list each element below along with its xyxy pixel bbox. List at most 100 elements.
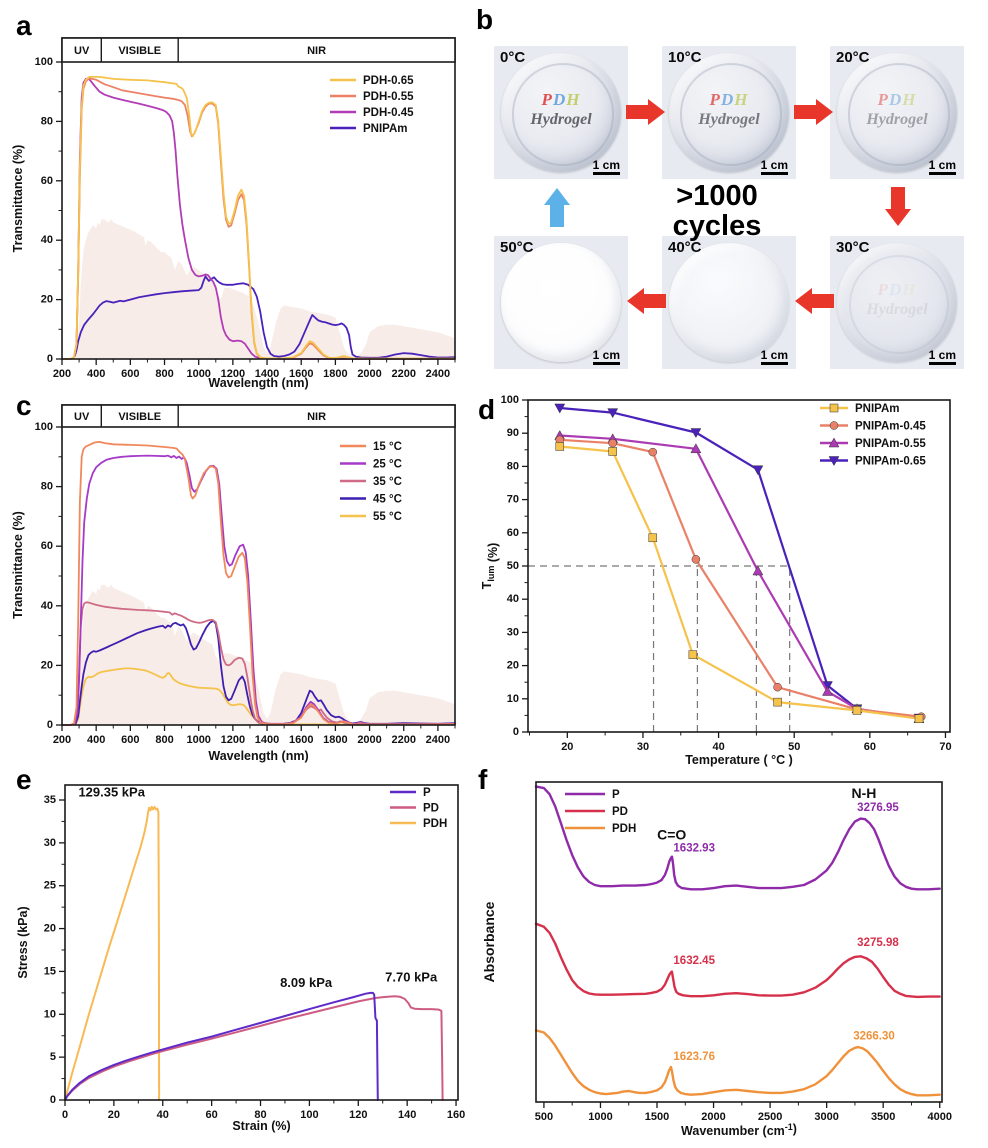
photo-temperature-label: 50°C	[500, 239, 534, 256]
svg-text:60: 60	[41, 175, 53, 187]
svg-text:2200: 2200	[391, 368, 415, 380]
svg-text:140: 140	[398, 1109, 416, 1121]
svg-text:800: 800	[155, 734, 173, 746]
svg-text:Temperature ( °C ): Temperature ( °C )	[685, 753, 793, 767]
svg-text:200: 200	[53, 368, 71, 380]
svg-text:NIR: NIR	[307, 45, 326, 57]
svg-text:15: 15	[44, 965, 56, 977]
svg-text:1400: 1400	[255, 368, 279, 380]
svg-text:20: 20	[507, 660, 519, 672]
svg-text:1632.45: 1632.45	[673, 955, 715, 967]
panel-a-label: a	[16, 10, 32, 41]
svg-text:Wavelength (nm): Wavelength (nm)	[208, 749, 308, 763]
svg-text:Wavelength (nm): Wavelength (nm)	[208, 376, 308, 390]
svg-text:P: P	[423, 787, 431, 799]
panel-f-label: f	[478, 764, 488, 795]
svg-text:100: 100	[35, 56, 53, 68]
svg-text:3500: 3500	[871, 1111, 895, 1123]
svg-text:4000: 4000	[927, 1111, 951, 1123]
cycle-count-text: >1000 cycles	[625, 181, 809, 242]
svg-text:70: 70	[507, 494, 519, 506]
svg-text:1000: 1000	[186, 368, 210, 380]
hydrogel-dish	[836, 52, 958, 173]
panel-e-label: e	[16, 764, 32, 795]
svg-text:2400: 2400	[426, 734, 450, 746]
svg-text:10: 10	[507, 693, 519, 705]
cycle-arrow-up-icon	[544, 187, 570, 227]
svg-text:20: 20	[41, 659, 53, 671]
svg-text:40: 40	[157, 1109, 169, 1121]
hydrogel-photo-30c: PDHHydrogel30°C1 cm	[830, 236, 964, 369]
photo-temperature-label: 30°C	[836, 239, 870, 256]
svg-text:60: 60	[507, 527, 519, 539]
svg-text:Strain (%): Strain (%)	[232, 1119, 290, 1133]
svg-text:8.09 kPa: 8.09 kPa	[280, 975, 333, 990]
cycle-arrow-left-icon	[626, 288, 666, 314]
svg-text:60: 60	[41, 540, 53, 552]
svg-text:500: 500	[535, 1111, 553, 1123]
svg-text:40: 40	[41, 234, 53, 246]
svg-text:80: 80	[41, 115, 53, 127]
svg-text:C=O: C=O	[657, 826, 686, 842]
svg-text:60: 60	[206, 1109, 218, 1121]
svg-text:20: 20	[41, 294, 53, 306]
svg-text:800: 800	[155, 368, 173, 380]
svg-text:PNIPAm-0.65: PNIPAm-0.65	[855, 456, 926, 468]
svg-text:1800: 1800	[323, 734, 347, 746]
svg-text:1400: 1400	[255, 734, 279, 746]
svg-text:2500: 2500	[758, 1111, 782, 1123]
svg-text:PDH: PDH	[423, 818, 447, 830]
svg-text:2000: 2000	[357, 734, 381, 746]
svg-text:100: 100	[501, 394, 519, 406]
svg-text:PNIPAm: PNIPAm	[855, 403, 900, 415]
svg-text:2000: 2000	[357, 368, 381, 380]
hydrogel-photo-40c: 40°C 1 cm	[662, 236, 796, 369]
svg-text:2000: 2000	[701, 1111, 725, 1123]
svg-text:400: 400	[87, 368, 105, 380]
svg-text:0: 0	[513, 726, 519, 738]
svg-text:50: 50	[788, 741, 800, 753]
svg-text:1200: 1200	[221, 734, 245, 746]
svg-text:70: 70	[939, 741, 951, 753]
svg-text:PNIPAm-0.45: PNIPAm-0.45	[855, 421, 926, 433]
scale-bar-label: 1 cm	[760, 348, 788, 365]
svg-text:10: 10	[44, 1008, 56, 1020]
hydrogel-photo-0c: PDH Hydrogel 0°C 1 cm	[494, 46, 628, 179]
cycle-arrow-right-icon	[626, 99, 666, 125]
svg-text:15 °C: 15 °C	[373, 441, 402, 453]
svg-text:30: 30	[507, 626, 519, 638]
cycle-count-line2: cycles	[672, 209, 762, 242]
svg-text:2200: 2200	[391, 734, 415, 746]
svg-text:NIR: NIR	[307, 411, 326, 423]
svg-text:3275.98: 3275.98	[857, 937, 899, 949]
svg-text:35: 35	[44, 794, 56, 806]
chart-d-tlum-vs-temperature: 20 30 40 50 60 70 0 10 20 30 40 50 60 70 80 90 100 Temper…	[480, 394, 952, 767]
svg-text:Absorbance: Absorbance	[481, 901, 497, 982]
svg-text:1200: 1200	[221, 368, 245, 380]
svg-text:1623.76: 1623.76	[673, 1051, 715, 1063]
hydrogel-dish	[668, 52, 790, 173]
svg-text:400: 400	[87, 734, 105, 746]
hydrogel-dish	[836, 242, 958, 363]
svg-text:3000: 3000	[814, 1111, 838, 1123]
svg-text:50: 50	[507, 560, 519, 572]
svg-text:25: 25	[44, 880, 56, 892]
svg-text:60: 60	[864, 741, 876, 753]
svg-text:45 °C: 45 °C	[373, 494, 402, 506]
svg-text:PDH: PDH	[612, 823, 636, 835]
hydrogel-photo-10c: PDH Hydrogel 10°C 1 cm	[662, 46, 796, 179]
svg-text:5: 5	[50, 1051, 56, 1063]
svg-text:35 °C: 35 °C	[373, 476, 402, 488]
svg-text:PD: PD	[612, 806, 628, 818]
svg-text:20: 20	[561, 741, 573, 753]
scale-bar-label: 1 cm	[928, 158, 956, 175]
svg-text:100: 100	[300, 1109, 318, 1121]
svg-text:30: 30	[44, 837, 56, 849]
photo-temperature-label: 40°C	[668, 239, 702, 256]
svg-text:0: 0	[47, 719, 53, 731]
svg-text:20: 20	[44, 923, 56, 935]
svg-text:7.70 kPa: 7.70 kPa	[385, 970, 438, 985]
svg-text:P: P	[612, 789, 620, 801]
